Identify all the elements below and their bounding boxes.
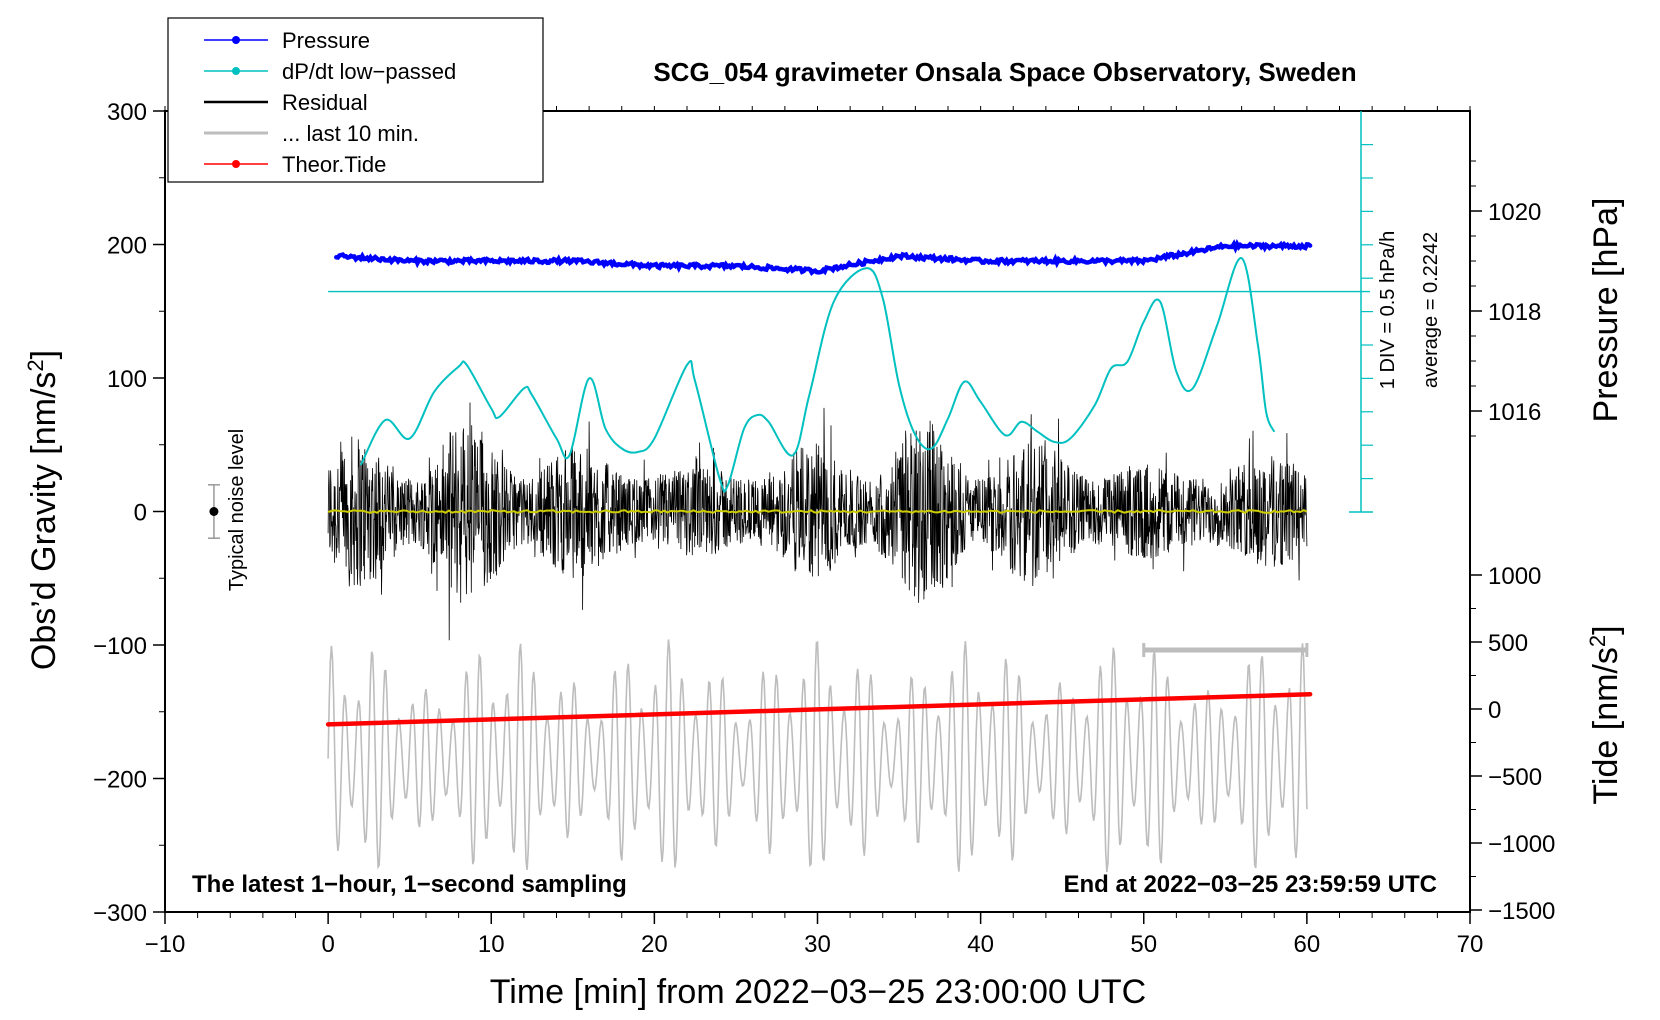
pressure-tick-label: 1018 — [1488, 299, 1541, 326]
x-tick-label: 20 — [641, 931, 668, 958]
y-tick-label-left: 200 — [107, 233, 147, 260]
legend-item-last-10-min: ... last 10 min. — [204, 121, 419, 146]
legend-item-dpdt: dP/dt low−passed — [204, 59, 456, 84]
legend-item-theor-tide: Theor.Tide — [204, 152, 386, 177]
tide-tick-label: −500 — [1488, 764, 1542, 791]
x-tick-label: 50 — [1130, 931, 1157, 958]
y-tick-label-left: 300 — [107, 99, 147, 126]
x-tick-label: 30 — [804, 931, 831, 958]
legend-label-theor-tide: Theor.Tide — [282, 152, 386, 177]
legend-item-residual: Residual — [204, 90, 368, 115]
dpdt-trace — [359, 257, 1276, 493]
last-10-min-trace — [327, 639, 1308, 873]
legend-items: Pressure dP/dt low−passed Residual ... l… — [204, 28, 456, 177]
tide-tick-label: 500 — [1488, 630, 1528, 657]
dpdt-trace-group — [359, 257, 1276, 493]
residual-trace — [327, 402, 1308, 641]
x-tick-label: 10 — [478, 931, 505, 958]
annotation-average: average = 0.2242 — [1420, 232, 1442, 388]
x-tick-label: 70 — [1457, 931, 1484, 958]
annotation-end-time: End at 2022−03−25 23:59:59 UTC — [1063, 871, 1437, 898]
tide-tick-label: −1000 — [1488, 831, 1555, 858]
y-axis-label-left: Obs’d Gravity [nm/s2] — [23, 350, 63, 670]
tide-tick-label: 1000 — [1488, 563, 1541, 590]
y-tick-label-left: 100 — [107, 366, 147, 393]
legend-item-pressure: Pressure — [204, 28, 370, 53]
y-tick-label-left: −100 — [93, 633, 147, 660]
pressure-trace-group — [334, 239, 1313, 277]
pressure-tick-label: 1016 — [1488, 399, 1541, 426]
x-tick-label: 40 — [967, 931, 994, 958]
tide-tick-label: −1500 — [1488, 898, 1555, 925]
legend: Pressure dP/dt low−passed Residual ... l… — [167, 17, 544, 183]
pressure-tick-label: 1020 — [1488, 199, 1541, 226]
legend-label-pressure: Pressure — [282, 28, 370, 53]
last-10-min-trace-group — [327, 639, 1308, 873]
legend-label-last-10-min: ... last 10 min. — [282, 121, 419, 146]
x-tick-label: −10 — [145, 931, 186, 958]
axes-group: −10 0 10 20 30 40 50 60 703002001000−100−200−300… — [93, 99, 1555, 958]
x-tick-label: 0 — [321, 931, 334, 958]
annotation-sampling: The latest 1−hour, 1−second sampling — [192, 871, 627, 898]
legend-label-dpdt: dP/dt low−passed — [282, 59, 456, 84]
y-tick-label-left: −300 — [93, 900, 147, 927]
residual-trace-group — [327, 402, 1308, 641]
pressure-trace — [334, 239, 1313, 277]
chart-title: SCG_054 gravimeter Onsala Space Observat… — [653, 57, 1356, 87]
y-tick-label-left: −200 — [93, 767, 147, 794]
x-axis-label: Time [min] from 2022−03−25 23:00:00 UTC — [490, 973, 1146, 1011]
tide-trace — [325, 692, 1313, 727]
legend-box — [167, 17, 544, 183]
noise-level-dot — [209, 507, 219, 516]
y-axis-label-pressure: Pressure [hPa] — [1587, 198, 1625, 423]
legend-label-residual: Residual — [282, 90, 368, 115]
tide-trace-group — [325, 692, 1313, 727]
annotation-noise-level: Typical noise level — [226, 429, 248, 591]
y-axis-label-tide: Tide [nm/s2] — [1585, 625, 1625, 804]
x-tick-label: 60 — [1294, 931, 1321, 958]
y-tick-label-left: 0 — [134, 500, 147, 527]
residual-mean-trace — [327, 509, 1308, 514]
annotation-div: 1 DIV = 0.5 hPa/h — [1377, 231, 1399, 389]
tide-tick-label: 0 — [1488, 697, 1501, 724]
